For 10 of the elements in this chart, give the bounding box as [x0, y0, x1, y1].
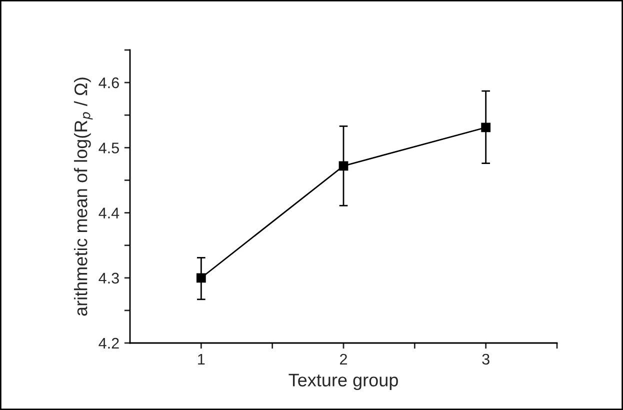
y-tick-label: 4.6 — [98, 77, 119, 88]
y-tick-label: 4.2 — [98, 338, 119, 349]
x-axis-title: Texture group — [288, 374, 398, 390]
y-tick-label: 4.3 — [98, 272, 119, 284]
x-tick-label: 1 — [198, 354, 205, 364]
x-tick-label: 3 — [482, 354, 490, 365]
x-tick-label: 2 — [340, 354, 347, 364]
y-tick-label: 4.5 — [98, 142, 119, 154]
y-axis-title: arithmetic mean of log(R$_{p}$ / Ω) — [74, 78, 93, 316]
y-tick-label: 4.4 — [98, 208, 120, 218]
